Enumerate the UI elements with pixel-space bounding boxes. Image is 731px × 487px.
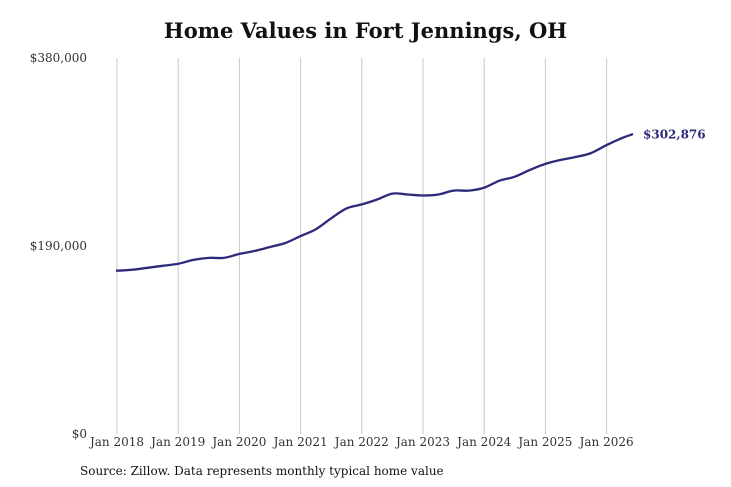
y-tick-label: $0 xyxy=(72,427,87,441)
chart-title: Home Values in Fort Jennings, OH xyxy=(163,18,568,43)
x-axis-ticks: Jan 2018 Jan 2019 Jan 2020 Jan 2021 Jan 2022… xyxy=(88,435,634,449)
series-layer xyxy=(115,133,634,272)
x-tick-label: Jan 2025 xyxy=(516,435,572,449)
x-tick-label: Jan 2023 xyxy=(394,435,450,449)
x-tick-label: Jan 2026 xyxy=(578,435,634,449)
y-axis-ticks: $0 $190,000 $380,000 xyxy=(30,51,87,441)
y-tick-label: $190,000 xyxy=(30,239,87,253)
x-tick-label: Jan 2018 xyxy=(88,435,144,449)
y-tick-label: $380,000 xyxy=(30,51,87,65)
x-tick-label: Jan 2019 xyxy=(149,435,205,449)
x-tick-label: Jan 2021 xyxy=(272,435,328,449)
source-note: Source: Zillow. Data represents monthly … xyxy=(80,464,444,478)
x-tick-label: Jan 2022 xyxy=(333,435,389,449)
x-tick-label: Jan 2024 xyxy=(455,435,511,449)
x-tick-label: Jan 2020 xyxy=(210,435,266,449)
annotations: $302,876 xyxy=(643,127,706,141)
gridlines xyxy=(116,58,608,434)
end-value-label: $302,876 xyxy=(643,127,706,141)
home-value-line xyxy=(115,133,634,272)
